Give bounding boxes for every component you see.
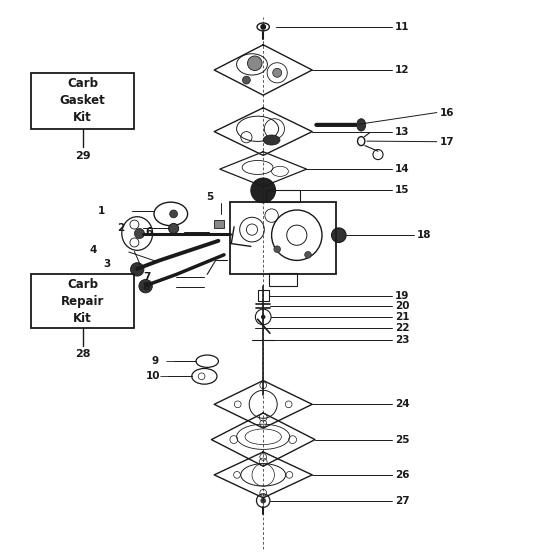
Text: 15: 15 — [395, 185, 409, 195]
Text: 22: 22 — [395, 323, 409, 333]
Text: 14: 14 — [395, 164, 409, 174]
Text: 9: 9 — [151, 356, 158, 366]
Text: 16: 16 — [440, 108, 454, 118]
Text: 3: 3 — [104, 259, 111, 269]
Text: 23: 23 — [395, 335, 409, 345]
Text: 17: 17 — [440, 137, 454, 147]
Text: 5: 5 — [207, 192, 213, 202]
Text: 28: 28 — [76, 349, 91, 360]
Circle shape — [261, 25, 265, 29]
Circle shape — [305, 251, 311, 258]
Circle shape — [242, 76, 250, 84]
Bar — [214, 220, 224, 228]
Text: 19: 19 — [395, 291, 409, 301]
Circle shape — [273, 68, 282, 77]
Circle shape — [260, 498, 266, 503]
Circle shape — [332, 228, 346, 242]
Bar — [258, 290, 269, 301]
Text: 18: 18 — [417, 230, 432, 240]
Circle shape — [251, 178, 276, 203]
Circle shape — [130, 263, 144, 276]
Text: 4: 4 — [90, 245, 97, 255]
Text: 1: 1 — [98, 206, 105, 216]
Text: 7: 7 — [143, 272, 150, 282]
Circle shape — [170, 210, 178, 218]
Text: 24: 24 — [395, 399, 409, 409]
Text: 8: 8 — [143, 282, 150, 292]
Bar — [31, 73, 134, 129]
Text: 6: 6 — [146, 227, 153, 237]
Text: Carb
Repair
Kit: Carb Repair Kit — [61, 278, 104, 324]
Text: Carb
Gasket
Kit: Carb Gasket Kit — [60, 77, 105, 124]
Text: 29: 29 — [76, 151, 91, 161]
Bar — [31, 274, 134, 328]
Circle shape — [139, 279, 152, 293]
Text: 11: 11 — [395, 22, 409, 32]
Text: 25: 25 — [395, 435, 409, 445]
Circle shape — [134, 228, 144, 239]
Text: 26: 26 — [395, 470, 409, 480]
Text: —: — — [160, 371, 169, 381]
Text: 21: 21 — [395, 312, 409, 322]
Text: 10: 10 — [146, 371, 160, 381]
Ellipse shape — [263, 135, 280, 145]
Text: 13: 13 — [395, 127, 409, 137]
Text: 2: 2 — [118, 223, 125, 234]
Circle shape — [261, 315, 265, 319]
Text: 27: 27 — [395, 496, 409, 506]
Circle shape — [248, 56, 262, 71]
Text: —: — — [165, 356, 175, 366]
Circle shape — [169, 223, 179, 234]
Text: 12: 12 — [395, 65, 409, 75]
Circle shape — [274, 246, 281, 253]
Ellipse shape — [357, 119, 366, 131]
Text: 20: 20 — [395, 301, 409, 311]
